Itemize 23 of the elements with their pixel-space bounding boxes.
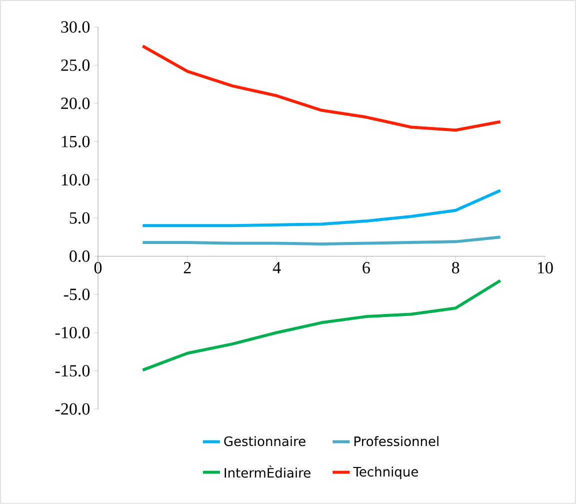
- legend-label: IntermÈdiaire: [224, 465, 310, 478]
- legend-label: Technique: [353, 466, 418, 480]
- y-tick-label: -20.0: [55, 403, 90, 415]
- y-tick-label: -10.0: [55, 326, 90, 338]
- y-tick-label: -5.0: [64, 288, 90, 300]
- legend-label: Professionnel: [354, 436, 438, 446]
- x-tick-label: 2: [184, 262, 191, 274]
- x-tick-label: 4: [272, 262, 281, 274]
- y-tick-label: -15.0: [55, 365, 90, 377]
- y-tick-label: 0.0: [70, 250, 90, 262]
- y-tick-label: 10.0: [62, 174, 90, 186]
- x-tick-label: 6: [362, 262, 370, 274]
- legend-label: Gestionnaire: [224, 436, 306, 446]
- x-tick-label: 8: [452, 262, 460, 274]
- y-tick-label: 5.0: [70, 212, 90, 224]
- y-tick-label: 15.0: [62, 136, 90, 148]
- y-tick-label: 20.0: [61, 98, 90, 110]
- x-tick-label: 10: [538, 262, 553, 274]
- y-tick-label: 25.0: [61, 59, 90, 71]
- y-tick-label: 30.0: [61, 21, 90, 33]
- line-series: [141, 279, 502, 372]
- x-tick-label: 0: [94, 262, 102, 274]
- line-series: [141, 44, 502, 132]
